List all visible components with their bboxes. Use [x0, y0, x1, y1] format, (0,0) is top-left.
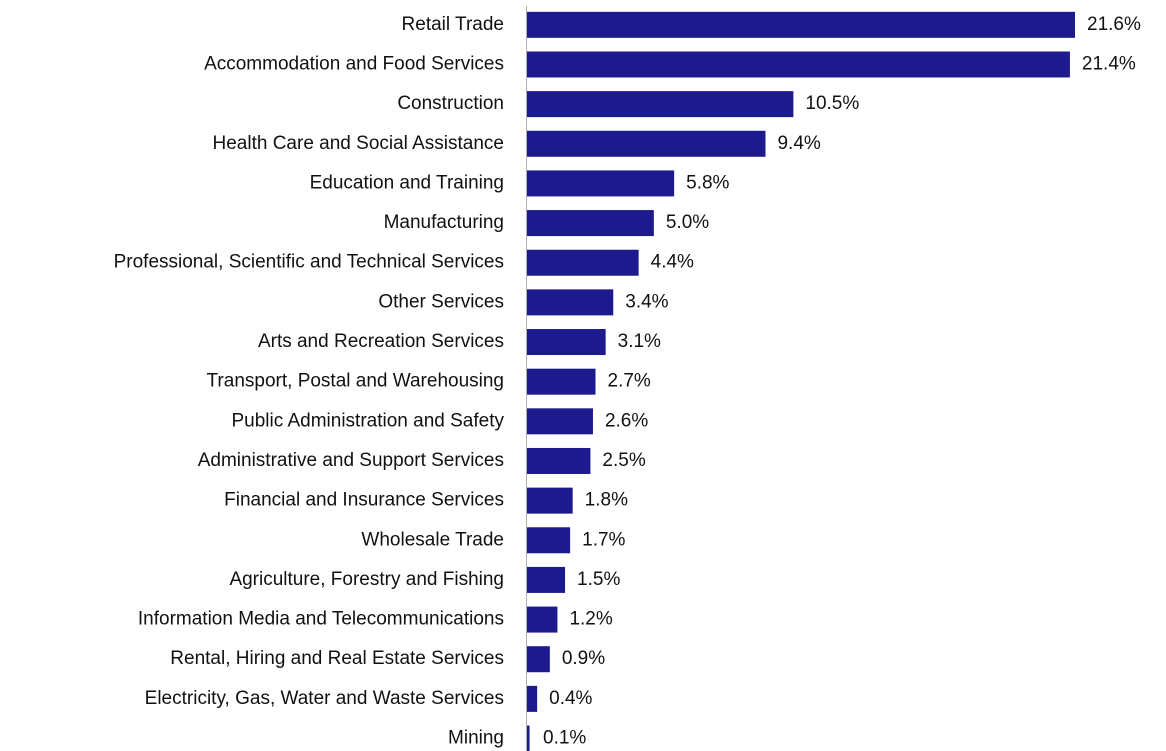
value-label: 5.0% [666, 212, 709, 233]
value-label: 0.4% [549, 688, 592, 709]
value-label: 3.4% [625, 291, 668, 312]
value-label: 0.9% [562, 648, 605, 669]
value-label: 1.5% [577, 569, 620, 590]
bar [527, 249, 639, 276]
bar [527, 91, 794, 118]
category-label: Health Care and Social Assistance [213, 133, 505, 154]
category-label: Wholesale Trade [361, 529, 504, 550]
bar [527, 289, 614, 316]
value-label: 2.7% [608, 371, 651, 392]
bar [527, 170, 675, 197]
value-label: 2.5% [602, 450, 645, 471]
bar [527, 51, 1070, 78]
bar [527, 210, 654, 237]
bar [527, 566, 566, 593]
value-label: 5.8% [686, 172, 729, 193]
bar [527, 11, 1075, 38]
value-label: 1.8% [585, 490, 628, 511]
value-label: 9.4% [777, 133, 820, 154]
value-label: 10.5% [805, 93, 859, 114]
bar [527, 329, 606, 356]
category-label: Manufacturing [384, 212, 504, 233]
category-label: Administrative and Support Services [198, 450, 504, 471]
bar [527, 447, 591, 474]
bar [527, 487, 573, 514]
bar [527, 646, 550, 673]
value-label: 2.6% [605, 410, 648, 431]
category-label: Education and Training [310, 172, 504, 193]
category-label: Mining [448, 728, 504, 749]
category-label: Transport, Postal and Warehousing [207, 371, 504, 392]
category-label: Public Administration and Safety [232, 410, 505, 431]
category-label: Electricity, Gas, Water and Waste Servic… [145, 688, 504, 709]
bar [527, 725, 530, 751]
value-label: 3.1% [618, 331, 661, 352]
category-label: Rental, Hiring and Real Estate Services [170, 648, 504, 669]
bar [527, 606, 558, 633]
bar [527, 527, 571, 554]
value-label: 4.4% [651, 252, 694, 273]
value-label: 1.2% [569, 609, 612, 630]
category-label: Financial and Insurance Services [224, 490, 504, 511]
bar [527, 685, 538, 712]
value-label: 1.7% [582, 529, 625, 550]
bar [527, 130, 766, 157]
category-label: Accommodation and Food Services [204, 53, 504, 74]
category-label: Agriculture, Forestry and Fishing [229, 569, 504, 590]
category-label: Construction [397, 93, 504, 114]
category-label: Information Media and Telecommunications [138, 609, 504, 630]
value-label: 0.1% [543, 728, 586, 749]
bar [527, 408, 593, 435]
category-label: Other Services [378, 291, 504, 312]
category-label: Retail Trade [402, 14, 504, 35]
value-label: 21.6% [1087, 14, 1141, 35]
bar [527, 368, 596, 395]
category-label: Professional, Scientific and Technical S… [114, 252, 504, 273]
category-label: Arts and Recreation Services [258, 331, 504, 352]
value-label: 21.4% [1082, 53, 1136, 74]
